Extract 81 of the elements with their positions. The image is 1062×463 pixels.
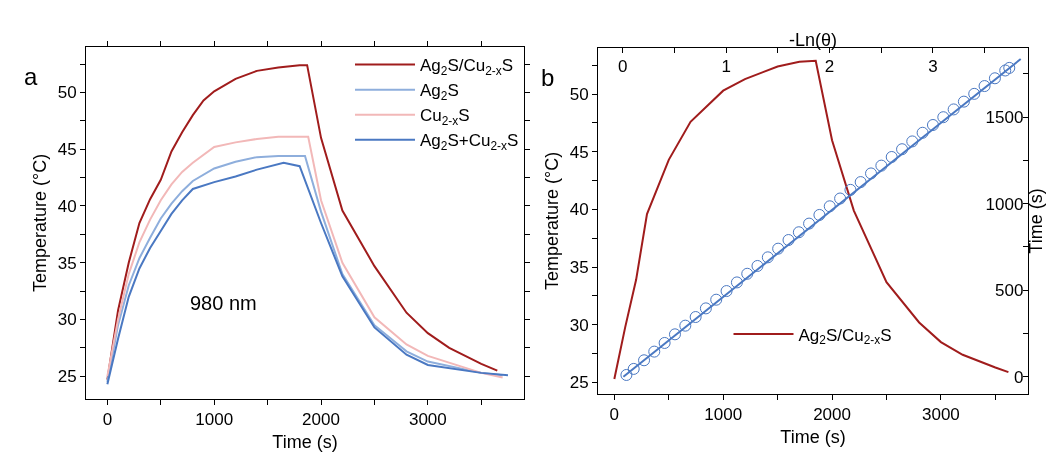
point <box>957 95 970 108</box>
y-tick-label: 35 <box>57 253 77 273</box>
x-tick-label: 2000 <box>813 405 851 425</box>
point <box>865 167 878 180</box>
point <box>813 208 826 221</box>
point <box>937 111 950 124</box>
legend-label: Ag$_{2}$S <box>420 81 459 103</box>
point <box>999 64 1012 77</box>
x2-tick-label: 1 <box>721 57 731 77</box>
x-tick-label: 3000 <box>922 405 960 425</box>
point <box>620 368 633 381</box>
y-axis-title: Temperature (°C) <box>29 153 50 293</box>
y2-tick-label: 1500 <box>985 108 1024 128</box>
point <box>803 217 816 230</box>
legend-label: Ag$_{2}$S/Cu$_{2-x}$S <box>420 56 514 78</box>
y-tick-label: 40 <box>569 200 589 220</box>
point <box>648 345 661 358</box>
point <box>720 285 733 298</box>
x2-tick-label: 3 <box>928 57 938 77</box>
point <box>699 302 712 315</box>
y-tick-label: 50 <box>57 83 77 103</box>
x-tick-label: 0 <box>102 410 113 430</box>
x-axis-title: Time (s) <box>272 431 338 452</box>
point <box>844 183 857 196</box>
legend-label: Ag$_{2}$S+Cu$_{2-x}$S <box>420 131 519 154</box>
point <box>679 319 692 332</box>
point <box>689 311 702 324</box>
point <box>854 176 867 189</box>
y2-axis-title: Time (s) <box>1025 188 1046 254</box>
point <box>988 72 1001 85</box>
point <box>710 293 723 306</box>
y-tick-label: 25 <box>57 367 77 387</box>
point <box>968 87 981 100</box>
x-tick-label: 1000 <box>195 410 234 430</box>
point <box>885 150 898 163</box>
point <box>751 259 764 272</box>
x2-tick-label: 0 <box>618 57 628 77</box>
legend-label: Ag$_{2}$S/Cu$_{2-x}$S <box>798 325 892 348</box>
y-tick-label: 45 <box>57 140 77 160</box>
x-tick-label: 2000 <box>302 410 340 430</box>
point <box>772 242 785 255</box>
y-tick-label: 40 <box>57 196 77 216</box>
point <box>638 354 651 367</box>
point <box>741 267 754 280</box>
point <box>792 226 805 239</box>
y-tick-label: 45 <box>569 142 589 162</box>
point <box>834 192 847 205</box>
point <box>906 135 919 148</box>
y-tick-label: 30 <box>569 315 589 335</box>
text: a <box>24 63 38 90</box>
point <box>947 103 960 116</box>
annotation: 980 nm <box>190 292 257 314</box>
point <box>658 336 671 349</box>
y-axis-title: Temperature (°C) <box>541 151 562 291</box>
x-tick-label: 0 <box>609 405 620 425</box>
point <box>782 234 795 247</box>
y-tick-label: 25 <box>569 373 589 393</box>
point <box>875 159 888 172</box>
legend-label: Cu$_{2-x}$S <box>420 106 470 128</box>
x2-tick-label: 2 <box>824 57 835 77</box>
y-tick-label: 30 <box>57 310 77 330</box>
x-tick-label: 1000 <box>704 405 743 425</box>
point <box>896 143 909 156</box>
x-axis-title: Time (s) <box>780 426 846 447</box>
point <box>823 200 836 213</box>
point <box>1003 61 1016 74</box>
point <box>627 362 640 375</box>
y2-tick-label: 1000 <box>985 194 1024 214</box>
y2-tick-label: 500 <box>995 281 1024 301</box>
y-tick-label: 35 <box>569 258 589 278</box>
y2-tick-label: 0 <box>1013 367 1024 387</box>
x-tick-label: 3000 <box>408 410 447 430</box>
point <box>761 251 774 264</box>
point <box>978 80 991 93</box>
point <box>916 126 929 139</box>
text: b <box>541 64 555 91</box>
point <box>668 328 681 341</box>
x2-axis-title: -Ln(θ) <box>788 29 838 50</box>
point <box>730 276 743 289</box>
point <box>926 118 939 131</box>
y-tick-label: 50 <box>569 85 589 105</box>
